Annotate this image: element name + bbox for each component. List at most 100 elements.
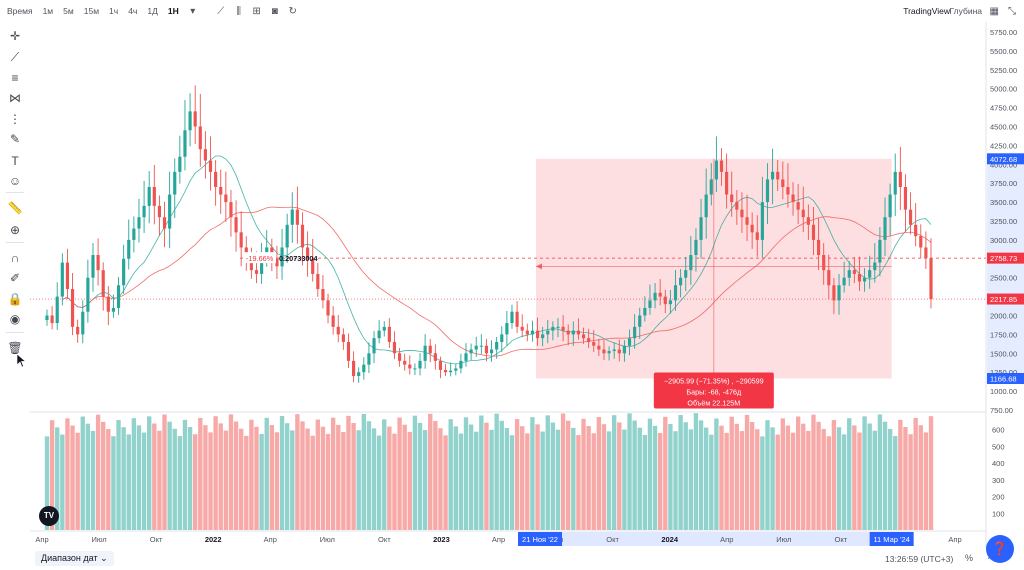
volume-bar <box>586 426 591 530</box>
volume-bar <box>612 415 617 530</box>
crosshair-icon[interactable]: ✛ <box>9 29 21 43</box>
emoji-icon[interactable]: ☺ <box>8 174 22 188</box>
volume-bar <box>560 413 566 530</box>
volume-bar <box>233 421 239 530</box>
timeframe-2[interactable]: 5м <box>63 6 74 16</box>
volume-bar <box>371 428 377 530</box>
volume-bar <box>852 425 857 530</box>
lock-drawing-icon[interactable]: ✐ <box>9 271 21 285</box>
eye-icon[interactable]: ◉ <box>9 312 21 326</box>
lock-icon[interactable]: 🔒 <box>7 292 23 306</box>
candle-body <box>300 224 305 248</box>
depth-button[interactable]: Глубина <box>949 6 982 16</box>
volume-bar <box>438 428 443 530</box>
volume-bar <box>703 427 709 530</box>
toolbar-separator <box>6 332 24 333</box>
price-tick-label: 1500.00 <box>990 349 1017 358</box>
volume-bar <box>816 421 821 530</box>
time-tick-label: 2022 <box>205 535 222 544</box>
candle-body <box>377 330 381 339</box>
candle-body <box>816 239 821 256</box>
timeframe-7[interactable]: 1Н <box>167 6 179 16</box>
candle-body <box>188 111 192 131</box>
volume-bar <box>632 420 637 530</box>
camera-icon[interactable]: ◙ <box>271 5 278 17</box>
time-tick-label: Окт <box>835 535 848 544</box>
candle-body <box>132 228 136 240</box>
volume-bar <box>755 429 760 530</box>
candle-body <box>260 255 264 274</box>
chevron-down-icon[interactable]: ▾ <box>190 5 196 17</box>
volume-bar <box>734 423 740 530</box>
volume-bar <box>468 424 474 530</box>
volume-bar <box>555 429 561 530</box>
candles-icon[interactable]: ⫼ <box>236 5 242 17</box>
trash-icon[interactable]: 🗑 <box>7 341 23 355</box>
candle-body <box>571 330 575 335</box>
price-badge <box>987 252 1024 264</box>
date-range-button[interactable]: Диапазон дат ⌄ <box>35 551 114 566</box>
volume-bar <box>622 429 627 530</box>
text-icon[interactable]: T <box>11 154 19 168</box>
volume-bar <box>923 432 929 530</box>
volume-tick-label: 100 <box>992 509 1005 518</box>
candle-body <box>699 217 703 240</box>
volume-bar <box>514 419 520 530</box>
candle-body <box>249 262 253 271</box>
volume-bar <box>867 423 872 530</box>
candle-body <box>919 236 923 248</box>
volume-bar <box>325 433 331 530</box>
brand-label: TradingView <box>903 6 950 16</box>
timeframe-3[interactable]: 15м <box>83 6 100 16</box>
help-fab-button[interactable]: ❓ <box>986 535 1014 563</box>
volume-tick-label: 200 <box>992 493 1005 502</box>
candle-body <box>106 296 110 312</box>
volume-bar <box>494 413 499 530</box>
projection-icon[interactable]: ⋮ <box>9 112 21 126</box>
candle-body <box>929 258 933 300</box>
candle-body <box>796 202 800 210</box>
candle-body <box>45 315 49 321</box>
volume-bar <box>581 418 586 530</box>
candles-group <box>45 85 933 383</box>
candle-body <box>265 247 269 256</box>
fullscreen-icon[interactable]: ⤡ <box>1008 5 1016 17</box>
trendline-icon[interactable]: ⟋ <box>10 50 20 64</box>
brush-icon[interactable]: ✎ <box>9 132 21 146</box>
volume-bar <box>821 429 826 530</box>
annotation-pct: -19.66% <box>246 254 274 263</box>
replay-icon[interactable]: ↻ <box>288 5 297 17</box>
time-tick-label: Апр <box>720 535 733 544</box>
price-chart[interactable]: −2905.99 (−71.35%) , −290599 Бары: -68, -… <box>0 0 1024 548</box>
candle-body <box>903 186 908 210</box>
candle-body <box>413 368 417 370</box>
candle-body <box>832 285 836 301</box>
indicators-icon[interactable]: ⟋ <box>217 5 225 17</box>
volume-bar <box>760 436 765 530</box>
timeframe-5[interactable]: 4ч <box>128 6 138 16</box>
volume-bar <box>407 431 412 530</box>
candle-body <box>352 360 356 376</box>
timeframe-4[interactable]: 1ч <box>109 6 119 16</box>
timeframe-6[interactable]: 1Д <box>147 6 158 16</box>
candle-body <box>285 224 289 248</box>
fib-icon[interactable]: ≡ <box>11 71 19 85</box>
candle-body <box>684 270 688 278</box>
candle-body <box>694 239 698 256</box>
ruler-icon[interactable]: 📏 <box>7 201 23 215</box>
volume-tick-label: 300 <box>992 476 1005 485</box>
pattern-icon[interactable]: ⋈ <box>9 91 21 105</box>
percent-toggle[interactable]: % <box>965 553 974 563</box>
price-tick-label: 3000.00 <box>990 236 1017 245</box>
timeframe-1[interactable]: 1м <box>42 6 54 16</box>
layout-grid-icon[interactable]: ▦ <box>989 5 999 17</box>
compare-icon[interactable]: ⊞ <box>252 5 261 17</box>
candle-body <box>576 330 581 335</box>
clock-readout[interactable]: 13:26:59 (UTC+3) <box>885 554 954 564</box>
volume-group <box>44 413 934 530</box>
zoom-in-icon[interactable]: ⊕ <box>9 223 21 237</box>
candle-body <box>474 345 478 350</box>
magnet-icon[interactable]: ∩ <box>10 251 20 265</box>
price-tick-label: 5250.00 <box>990 66 1017 75</box>
volume-bar <box>688 429 694 530</box>
